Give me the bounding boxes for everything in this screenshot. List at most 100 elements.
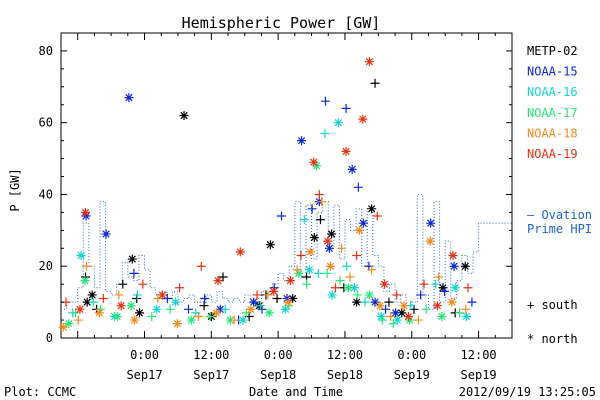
north-point	[425, 236, 435, 246]
south-point	[353, 182, 363, 192]
north-point	[309, 157, 319, 167]
north-point	[397, 308, 407, 318]
north-point	[294, 268, 304, 278]
north-point	[127, 254, 137, 264]
x-tick-date: Sep18	[260, 368, 296, 382]
north-point	[432, 301, 442, 311]
x-tick-date: Sep19	[461, 368, 497, 382]
north-point	[238, 315, 248, 325]
north-point	[352, 297, 362, 307]
south-point	[307, 204, 317, 214]
north-point	[264, 308, 274, 318]
south-point	[440, 286, 450, 296]
south-point	[421, 304, 431, 314]
south-point	[341, 103, 351, 113]
north-point	[364, 290, 374, 300]
south-point	[384, 297, 394, 307]
south-point	[392, 290, 402, 300]
y-axis-label: P [GW]	[8, 168, 22, 211]
south-point	[276, 211, 286, 221]
x-tick-date: Sep18	[327, 368, 363, 382]
south-point	[431, 279, 441, 289]
south-point	[416, 290, 426, 300]
north-point	[283, 297, 293, 307]
north-point	[157, 290, 167, 300]
south-point	[165, 304, 175, 314]
north-point	[341, 146, 351, 156]
x-axis-label: Date and Time	[249, 385, 343, 399]
south-point	[162, 294, 172, 304]
north-point	[437, 311, 447, 321]
north-point	[80, 207, 90, 217]
north-point	[280, 304, 290, 314]
x-tick-time: 12:00	[327, 348, 363, 362]
south-point	[322, 268, 332, 278]
south-point	[381, 304, 391, 314]
south-point	[272, 294, 282, 304]
north-point	[116, 301, 126, 311]
legend-noaa-15: NOAA-15	[527, 65, 578, 79]
north-point	[265, 240, 275, 250]
north-point	[426, 218, 436, 228]
south-point	[467, 297, 477, 307]
south-point	[434, 272, 444, 282]
ovation-legend-label-2: Prime HPI	[527, 222, 592, 236]
north-point	[461, 311, 471, 321]
south-point	[335, 276, 345, 286]
north-point	[358, 218, 368, 228]
north-point	[269, 286, 279, 296]
x-tick-time: 12:00	[193, 348, 229, 362]
y-tick-label: 80	[39, 44, 53, 58]
north-point	[325, 261, 335, 271]
north-point	[448, 250, 458, 260]
north-point	[405, 315, 415, 325]
south-point	[345, 272, 355, 282]
north-point	[333, 118, 343, 128]
north-point	[370, 297, 380, 307]
south-point	[377, 315, 387, 325]
south-point	[313, 268, 323, 278]
south-point	[317, 197, 327, 207]
north-point	[179, 111, 189, 121]
south-point	[98, 294, 108, 304]
plot-credit: Plot: CCMC	[4, 385, 76, 399]
north-point	[124, 93, 134, 103]
y-tick-label: 0	[46, 331, 53, 345]
south-point	[73, 315, 83, 325]
south-point	[342, 261, 352, 271]
north-point	[347, 164, 357, 174]
north-point	[304, 265, 314, 275]
legend-noaa-17: NOAA-17	[527, 106, 578, 120]
south-point	[352, 290, 362, 300]
south-point	[184, 304, 194, 314]
ovation-step-path	[61, 193, 512, 310]
y-tick-label: 20	[39, 259, 53, 273]
south-point	[147, 311, 157, 321]
north-point	[376, 311, 386, 321]
south-point	[372, 211, 382, 221]
south-point	[413, 315, 423, 325]
north-point	[327, 290, 337, 300]
y-axis: 0 20 40 60 80	[39, 32, 512, 345]
south-point	[315, 215, 325, 225]
south-point	[337, 243, 347, 253]
north-marker-legend: * north	[527, 332, 578, 346]
north-point	[82, 297, 92, 307]
north-point	[249, 297, 259, 307]
y-tick-label: 40	[39, 187, 53, 201]
north-point	[379, 279, 389, 289]
south-point	[205, 311, 215, 321]
north-point	[349, 283, 359, 293]
north-point	[392, 315, 402, 325]
north-point	[172, 319, 182, 329]
north-point	[135, 308, 145, 318]
north-point	[438, 283, 448, 293]
north-point	[297, 136, 307, 146]
south-point	[218, 272, 228, 282]
south-point	[296, 250, 306, 260]
south-point	[114, 290, 124, 300]
south-point	[386, 311, 396, 321]
south-point	[370, 78, 380, 88]
south-point	[292, 265, 302, 275]
